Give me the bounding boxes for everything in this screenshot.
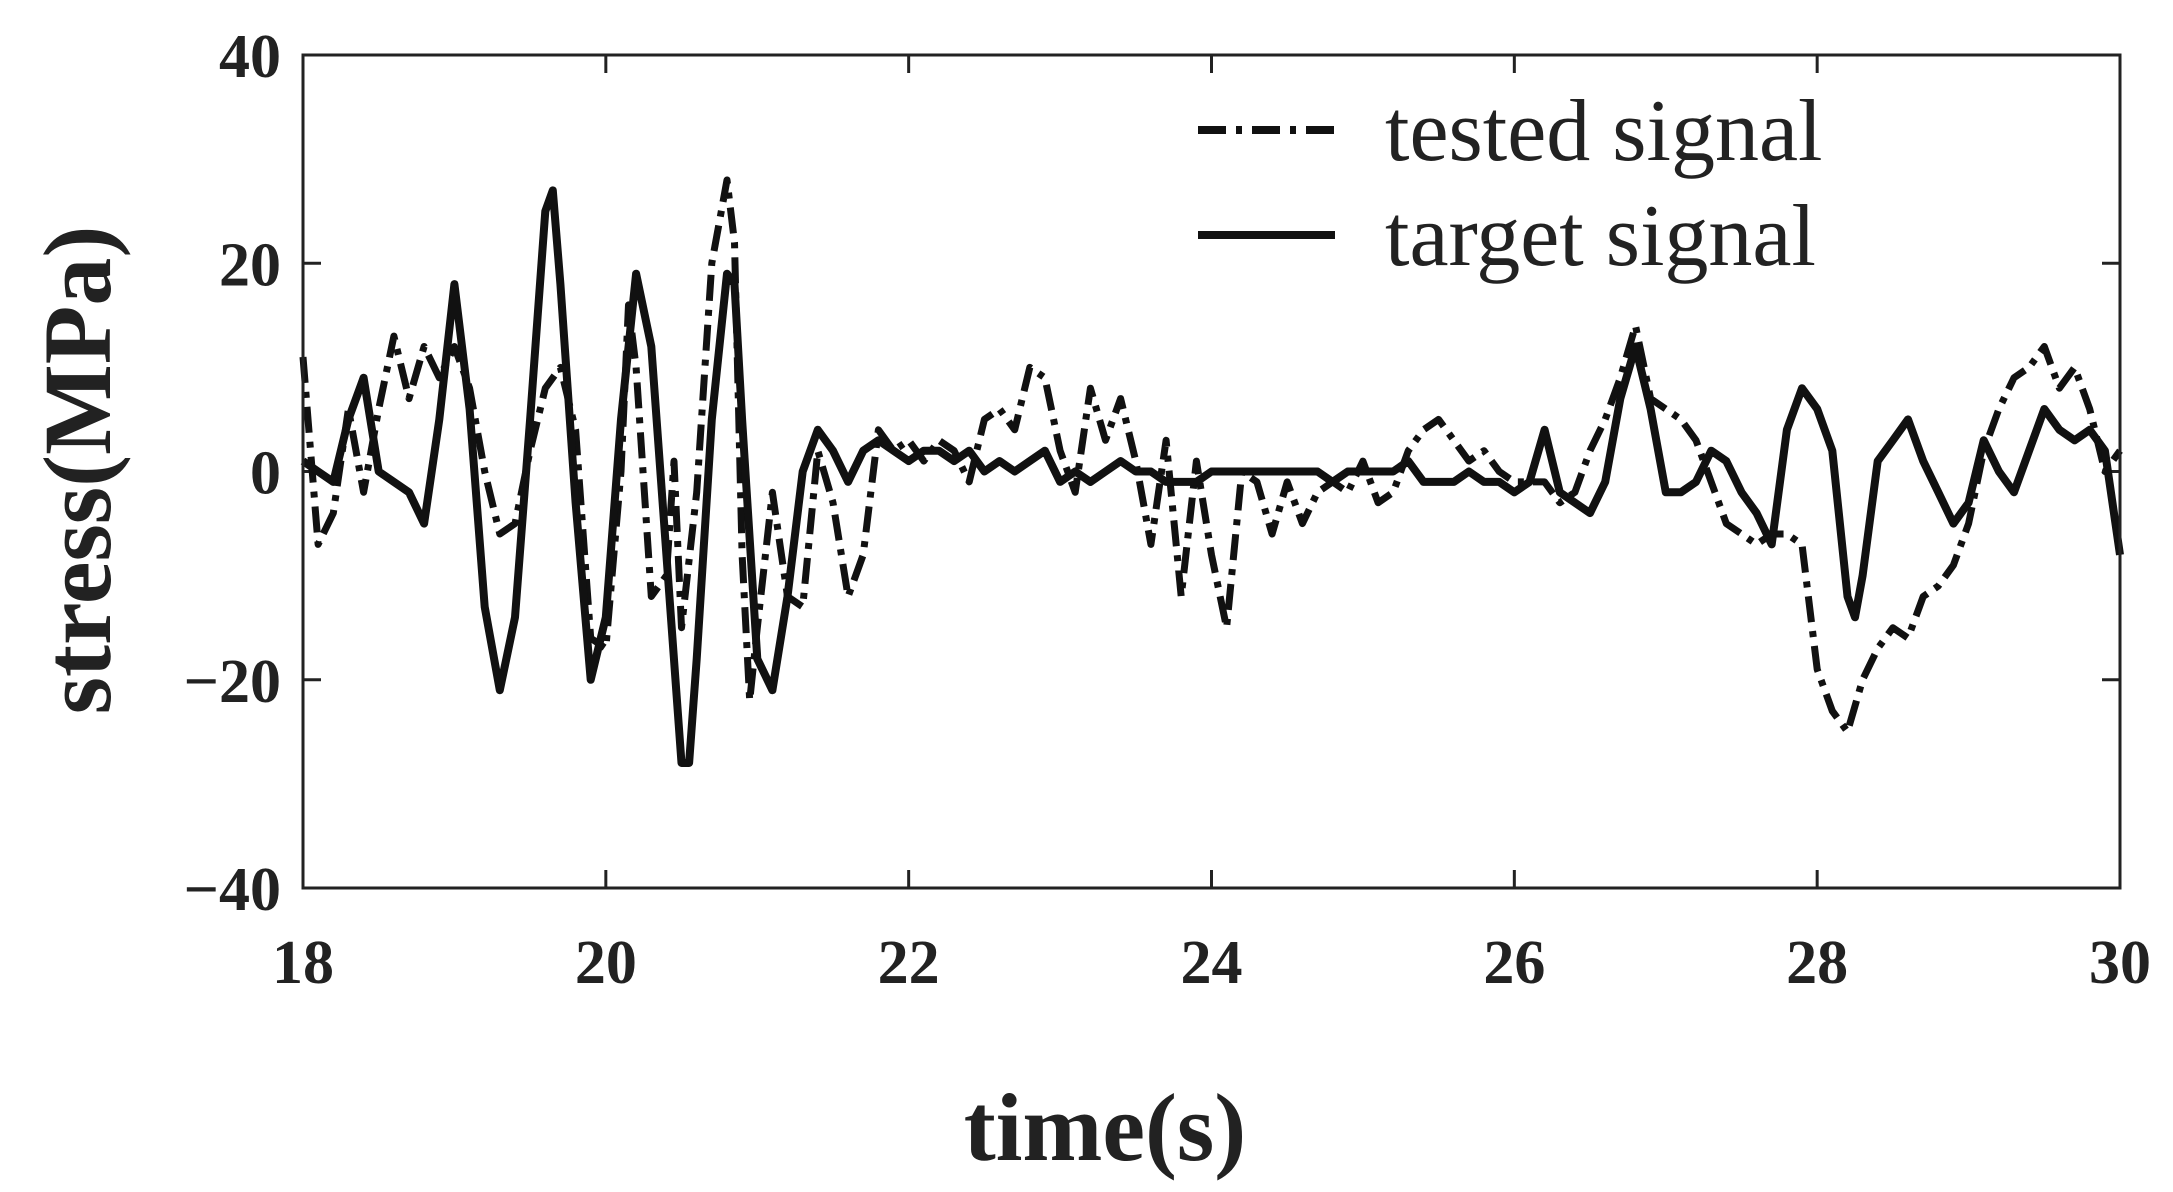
- series-line-tested-signal: [299, 176, 2123, 736]
- legend-label-tested-signal: tested signal: [1385, 83, 1822, 180]
- y-axis-title: stress(MPa): [24, 226, 131, 715]
- x-tick-label: 28: [1786, 929, 1848, 997]
- y-tick-label: −40: [184, 856, 281, 924]
- x-tick-label: 18: [272, 929, 334, 997]
- legend: tested signal target signal: [1198, 83, 1822, 285]
- series-layer: [299, 176, 2124, 767]
- y-tick-label: 0: [250, 440, 281, 508]
- x-tick-label: 20: [575, 929, 637, 997]
- y-tick-label: 20: [219, 231, 281, 299]
- y-tick-label: −20: [184, 648, 281, 716]
- legend-label-target-signal: target signal: [1385, 188, 1816, 285]
- series-line-target-signal: [300, 186, 2124, 767]
- axis-tick-labels: 18 20 22 24 26 28 30 40 20 0 −20 −40: [184, 23, 2151, 997]
- plot-frame: [301, 53, 2122, 890]
- x-tick-label: 24: [1181, 929, 1243, 997]
- x-tick-label: 22: [878, 929, 940, 997]
- x-axis-title: time(s): [964, 1074, 1247, 1181]
- y-tick-label: 40: [219, 23, 281, 91]
- x-tick-label: 26: [1483, 929, 1545, 997]
- x-tick-label: 30: [2089, 929, 2151, 997]
